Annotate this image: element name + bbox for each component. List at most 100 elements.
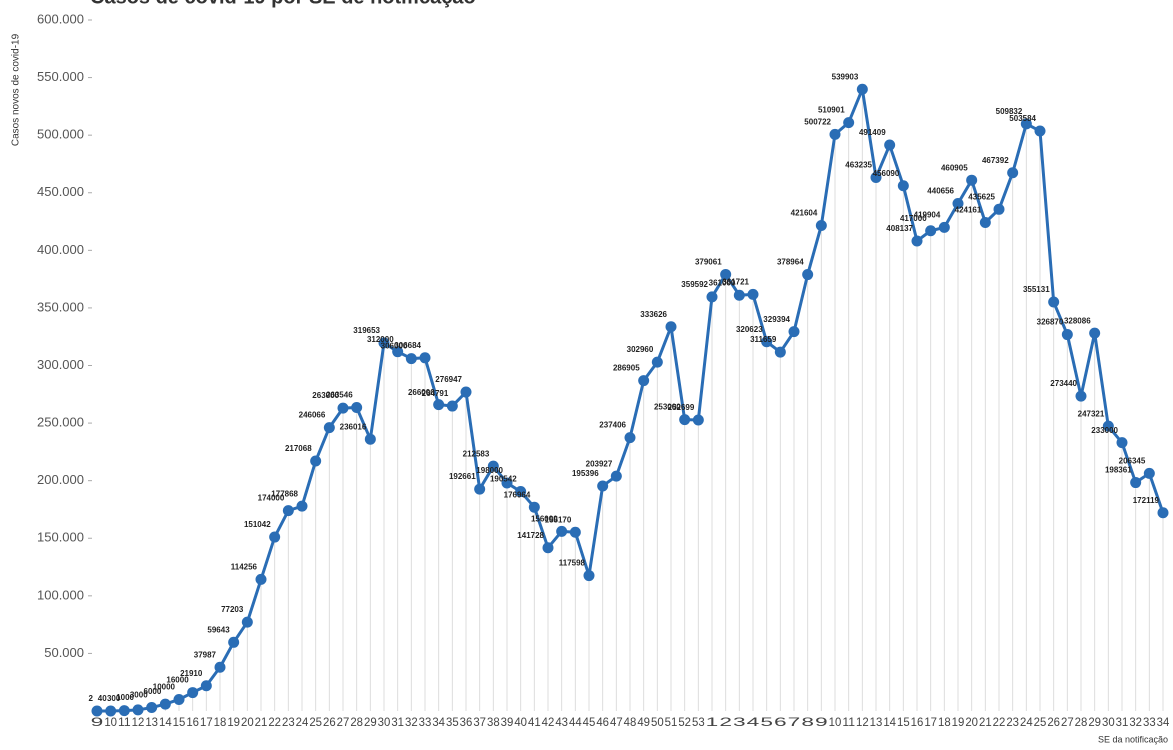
y-tick-label: 100.000 [37,587,84,602]
x-tick-label: 32 [405,715,418,729]
y-tick-label: 400.000 [37,242,84,257]
data-label: 10000 [153,683,176,692]
x-tick-label: 9 [91,715,104,729]
data-point [255,573,267,585]
data-label: 378964 [777,258,804,267]
x-axis-label: SE da notificação [1098,734,1168,744]
data-point [405,353,417,365]
data-point [1048,296,1060,308]
data-point [200,680,212,692]
x-tick-label: 17 [200,715,213,729]
x-tick-label: 14 [883,715,896,729]
x-tick-label: 38 [487,715,500,729]
data-label: 361000 [709,278,736,287]
data-label: 195396 [572,469,599,478]
data-point [569,526,581,538]
data-point [173,693,185,705]
data-point [597,480,609,492]
x-tick-label: 26 [1047,715,1060,729]
data-point [720,268,732,280]
data-point [1061,329,1073,341]
data-label: 408137 [886,224,913,233]
data-point [638,375,650,387]
data-label: 174000 [258,494,285,503]
x-tick-label: 31 [1116,715,1129,729]
data-label: 156000 [531,514,558,523]
y-tick-label: 250.000 [37,415,84,430]
x-tick-label: 3 [733,715,746,729]
data-label: 16000 [166,676,189,685]
x-tick-label: 15 [173,715,186,729]
x-tick-label: 26 [323,715,336,729]
x-tick-label: 31 [391,715,404,729]
data-point [583,570,595,582]
x-tick-label: 45 [583,715,596,729]
data-point [433,399,445,411]
data-point [159,698,171,710]
data-label: 509832 [996,107,1023,116]
x-tick-label: 33 [1143,715,1156,729]
data-point [1020,118,1032,130]
x-tick-label: 21 [255,715,268,729]
data-label: 311659 [750,335,777,344]
x-tick-label: 24 [296,715,309,729]
data-point [870,172,882,184]
data-label: 328086 [1064,316,1091,325]
data-point [884,139,896,151]
data-label: 141728 [517,531,544,540]
y-tick-label: 150.000 [37,530,84,545]
y-axis-label: Casos novos de covid-19 [11,33,22,146]
data-point [1143,467,1155,479]
data-label: 276947 [435,375,462,384]
data-label: 421604 [791,209,818,218]
x-tick-label: 53 [692,715,705,729]
data-point [802,269,814,281]
data-point [214,661,226,673]
x-tick-label: 13 [870,715,883,729]
x-tick-label: 33 [419,715,432,729]
data-label: 500722 [804,117,831,126]
x-tick-label: 19 [952,715,965,729]
data-point [419,352,431,364]
data-point [1116,437,1128,449]
data-label: 329394 [763,315,790,324]
data-label: 463235 [845,161,872,170]
data-label: 417000 [900,214,927,223]
data-point [337,402,349,414]
data-label: 190542 [490,475,517,484]
y-tick-label: 200.000 [37,472,84,487]
data-point [843,117,855,129]
data-point [91,705,103,717]
x-tick-label: 16 [911,715,924,729]
data-point [1102,420,1114,432]
data-point [774,346,786,358]
x-tick-label: 46 [596,715,609,729]
data-point [952,198,964,210]
data-point [665,321,677,333]
data-label: 263546 [326,391,353,400]
data-label: 326870 [1037,318,1064,327]
data-label: 320623 [736,325,763,334]
x-tick-label: 44 [569,715,582,729]
data-point [528,501,540,513]
x-tick-label: 51 [665,715,678,729]
data-label: 237406 [599,421,626,430]
x-tick-label: 29 [1088,715,1101,729]
data-label: 359592 [681,280,708,289]
data-label: 503584 [1009,114,1036,123]
data-point [501,477,513,489]
data-point [105,705,117,717]
x-tick-label: 8 [801,715,814,729]
x-tick-label: 10 [829,715,842,729]
data-point [938,221,950,233]
data-label: 40 [98,694,107,703]
data-point [282,505,294,517]
data-label: 306000 [381,342,408,351]
data-label: 491409 [859,128,886,137]
y-tick-label: 500.000 [37,127,84,142]
data-label: 233000 [1091,426,1118,435]
data-point [610,470,622,482]
data-point [351,401,363,413]
x-tick-label: 34 [1157,715,1170,729]
